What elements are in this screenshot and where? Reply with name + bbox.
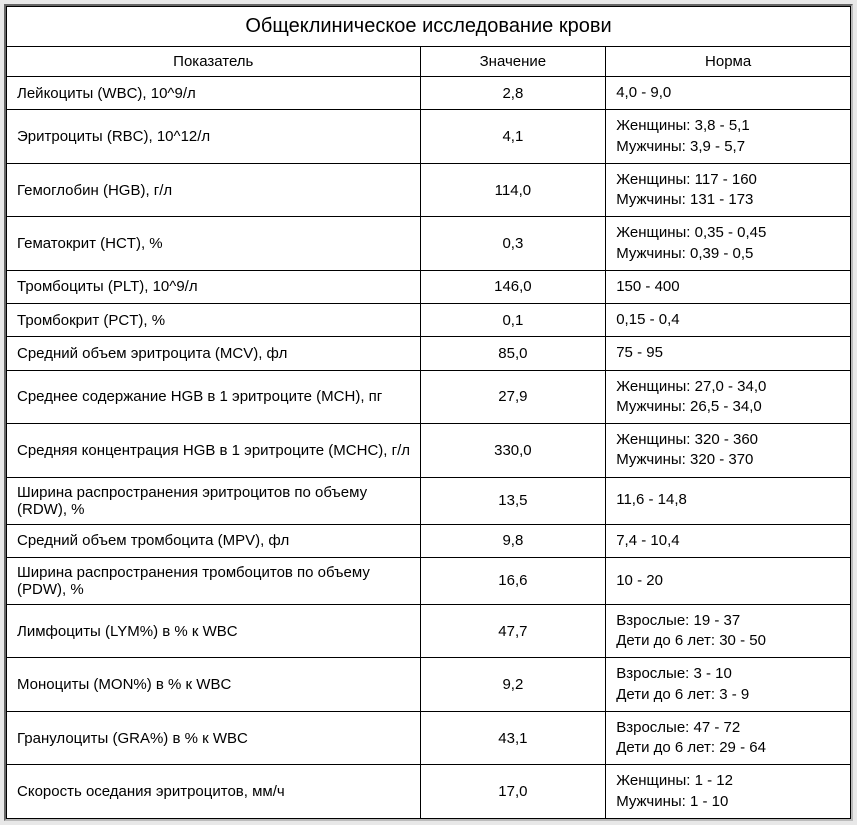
param-cell: Ширина распространения тромбоцитов по об… bbox=[7, 557, 421, 604]
norm-cell: Женщины: 1 - 12Мужчины: 1 - 10 bbox=[606, 765, 851, 819]
param-cell: Гранулоциты (GRA%) в % к WBC bbox=[7, 711, 421, 765]
norm-cell: Женщины: 320 - 360Мужчины: 320 - 370 bbox=[606, 424, 851, 478]
param-cell: Среднее содержание HGB в 1 эритроците (M… bbox=[7, 370, 421, 424]
param-cell: Тромбоциты (PLT), 10^9/л bbox=[7, 270, 421, 303]
norm-line: Мужчины: 3,9 - 5,7 bbox=[616, 137, 842, 157]
value-cell: 43,1 bbox=[420, 711, 606, 765]
norm-cell: 75 - 95 bbox=[606, 337, 851, 370]
norm-line: 0,15 - 0,4 bbox=[616, 310, 842, 330]
param-cell: Скорость оседания эритроцитов, мм/ч bbox=[7, 765, 421, 819]
norm-line: Взрослые: 3 - 10 bbox=[616, 664, 842, 684]
value-cell: 0,1 bbox=[420, 304, 606, 337]
norm-line: Мужчины: 320 - 370 bbox=[616, 450, 842, 470]
param-cell: Гематокрит (HCT), % bbox=[7, 217, 421, 271]
col-header-value: Значение bbox=[420, 47, 606, 77]
norm-line: Мужчины: 131 - 173 bbox=[616, 190, 842, 210]
norm-cell: Взрослые: 3 - 10Дети до 6 лет: 3 - 9 bbox=[606, 658, 851, 712]
table-row: Тромбокрит (PCT), %0,1 0,15 - 0,4 bbox=[7, 304, 851, 337]
norm-line: Женщины: 0,35 - 0,45 bbox=[616, 223, 842, 243]
norm-line: Взрослые: 47 - 72 bbox=[616, 718, 842, 738]
norm-line: Женщины: 1 - 12 bbox=[616, 771, 842, 791]
norm-line: Дети до 6 лет: 29 - 64 bbox=[616, 738, 842, 758]
norm-line: Взрослые: 19 - 37 bbox=[616, 611, 842, 631]
value-cell: 47,7 bbox=[420, 604, 606, 658]
table-row: Ширина распространения тромбоцитов по об… bbox=[7, 557, 851, 604]
value-cell: 17,0 bbox=[420, 765, 606, 819]
norm-line: Дети до 6 лет: 30 - 50 bbox=[616, 631, 842, 651]
norm-line: 7,4 - 10,4 bbox=[616, 531, 842, 551]
value-cell: 146,0 bbox=[420, 270, 606, 303]
value-cell: 0,3 bbox=[420, 217, 606, 271]
value-cell: 9,2 bbox=[420, 658, 606, 712]
table-row: Средний объем эритроцита (MCV), фл85,0 75… bbox=[7, 337, 851, 370]
norm-cell: Женщины: 27,0 - 34,0Мужчины: 26,5 - 34,0 bbox=[606, 370, 851, 424]
table-row: Скорость оседания эритроцитов, мм/ч17,0Ж… bbox=[7, 765, 851, 819]
table-row: Лейкоциты (WBC), 10^9/л2,8 4,0 - 9,0 bbox=[7, 77, 851, 110]
param-cell: Ширина распространения эритроцитов по об… bbox=[7, 477, 421, 524]
norm-line: Женщины: 27,0 - 34,0 bbox=[616, 377, 842, 397]
norm-line: Женщины: 117 - 160 bbox=[616, 170, 842, 190]
norm-line: 150 - 400 bbox=[616, 277, 842, 297]
norm-line: 11,6 - 14,8 bbox=[616, 490, 842, 510]
param-cell: Моноциты (MON%) в % к WBC bbox=[7, 658, 421, 712]
param-cell: Лейкоциты (WBC), 10^9/л bbox=[7, 77, 421, 110]
norm-line: Мужчины: 26,5 - 34,0 bbox=[616, 397, 842, 417]
norm-cell: 4,0 - 9,0 bbox=[606, 77, 851, 110]
norm-cell: 150 - 400 bbox=[606, 270, 851, 303]
table-row: Среднее содержание HGB в 1 эритроците (M… bbox=[7, 370, 851, 424]
blood-test-table: Общеклиническое исследование крови Показ… bbox=[6, 6, 851, 819]
value-cell: 2,8 bbox=[420, 77, 606, 110]
value-cell: 114,0 bbox=[420, 163, 606, 217]
table-row: Эритроциты (RBC), 10^12/л4,1Женщины: 3,8… bbox=[7, 110, 851, 164]
norm-cell: 10 - 20 bbox=[606, 557, 851, 604]
table-row: Гематокрит (HCT), %0,3Женщины: 0,35 - 0,… bbox=[7, 217, 851, 271]
table-row: Средняя концентрация HGB в 1 эритроците … bbox=[7, 424, 851, 478]
norm-cell: 0,15 - 0,4 bbox=[606, 304, 851, 337]
table-row: Тромбоциты (PLT), 10^9/л146,0 150 - 400 bbox=[7, 270, 851, 303]
norm-line: Дети до 6 лет: 3 - 9 bbox=[616, 685, 842, 705]
norm-cell: Женщины: 0,35 - 0,45Мужчины: 0,39 - 0,5 bbox=[606, 217, 851, 271]
col-header-norm: Норма bbox=[606, 47, 851, 77]
value-cell: 85,0 bbox=[420, 337, 606, 370]
table-row: Средний объем тромбоцита (MPV), фл9,8 7,4… bbox=[7, 524, 851, 557]
norm-cell: Женщины: 3,8 - 5,1Мужчины: 3,9 - 5,7 bbox=[606, 110, 851, 164]
norm-line: Женщины: 320 - 360 bbox=[616, 430, 842, 450]
norm-line: Мужчины: 0,39 - 0,5 bbox=[616, 244, 842, 264]
norm-cell: Женщины: 117 - 160Мужчины: 131 - 173 bbox=[606, 163, 851, 217]
param-cell: Средняя концентрация HGB в 1 эритроците … bbox=[7, 424, 421, 478]
value-cell: 4,1 bbox=[420, 110, 606, 164]
param-cell: Средний объем тромбоцита (MPV), фл bbox=[7, 524, 421, 557]
table-row: Гранулоциты (GRA%) в % к WBC43,1Взрослые… bbox=[7, 711, 851, 765]
norm-line: 10 - 20 bbox=[616, 571, 842, 591]
param-cell: Тромбокрит (PCT), % bbox=[7, 304, 421, 337]
table-row: Гемоглобин (HGB), г/л114,0Женщины: 117 -… bbox=[7, 163, 851, 217]
norm-cell: 7,4 - 10,4 bbox=[606, 524, 851, 557]
col-header-param: Показатель bbox=[7, 47, 421, 77]
value-cell: 9,8 bbox=[420, 524, 606, 557]
param-cell: Эритроциты (RBC), 10^12/л bbox=[7, 110, 421, 164]
norm-line: 75 - 95 bbox=[616, 343, 842, 363]
table-row: Ширина распространения эритроцитов по об… bbox=[7, 477, 851, 524]
table-title: Общеклиническое исследование крови bbox=[7, 7, 851, 47]
norm-cell: 11,6 - 14,8 bbox=[606, 477, 851, 524]
norm-cell: Взрослые: 47 - 72Дети до 6 лет: 29 - 64 bbox=[606, 711, 851, 765]
value-cell: 16,6 bbox=[420, 557, 606, 604]
param-cell: Гемоглобин (HGB), г/л bbox=[7, 163, 421, 217]
norm-line: Женщины: 3,8 - 5,1 bbox=[616, 116, 842, 136]
table-row: Лимфоциты (LYM%) в % к WBC47,7Взрослые: … bbox=[7, 604, 851, 658]
param-cell: Лимфоциты (LYM%) в % к WBC bbox=[7, 604, 421, 658]
norm-line: 4,0 - 9,0 bbox=[616, 83, 842, 103]
report-frame: Общеклиническое исследование крови Показ… bbox=[4, 4, 853, 821]
table-row: Моноциты (MON%) в % к WBC9,2Взрослые: 3 … bbox=[7, 658, 851, 712]
value-cell: 330,0 bbox=[420, 424, 606, 478]
norm-cell: Взрослые: 19 - 37Дети до 6 лет: 30 - 50 bbox=[606, 604, 851, 658]
value-cell: 27,9 bbox=[420, 370, 606, 424]
param-cell: Средний объем эритроцита (MCV), фл bbox=[7, 337, 421, 370]
value-cell: 13,5 bbox=[420, 477, 606, 524]
